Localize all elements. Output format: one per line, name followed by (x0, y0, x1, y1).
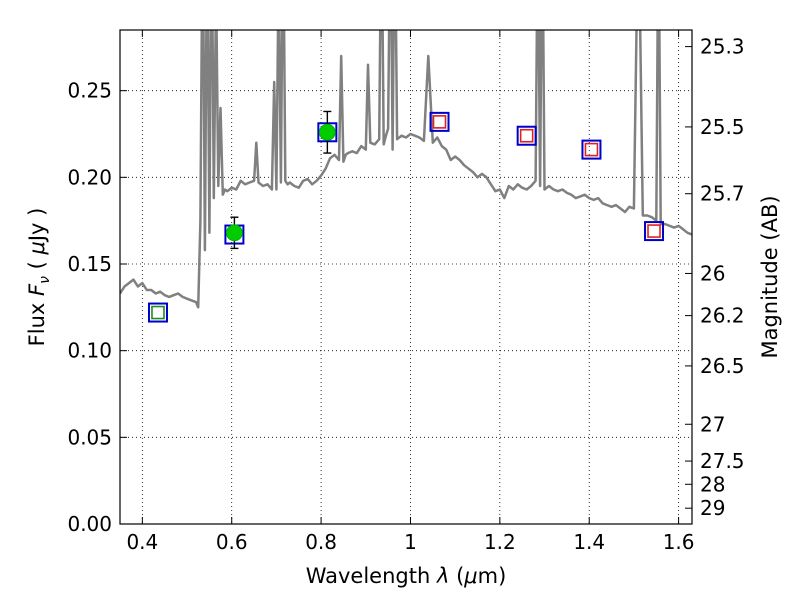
mag-tick-label: 27.5 (700, 449, 745, 473)
mag-tick-label: 28 (700, 472, 725, 496)
model-flux-square (429, 111, 450, 132)
observed-point (225, 224, 243, 242)
model-flux-square (147, 302, 168, 323)
y-tick-label: 0.10 (67, 339, 112, 363)
x-tick-label: 1 (404, 530, 417, 554)
y-tick-label: 0.20 (67, 165, 112, 189)
plot-frame (119, 29, 693, 525)
model-flux-square (516, 125, 537, 146)
inner-square-marker (432, 115, 447, 129)
x-tick-label: 0.6 (216, 530, 248, 554)
model-flux-square (581, 139, 602, 160)
x-tick-label: 1.2 (484, 530, 516, 554)
y-tick-label: 0.05 (67, 425, 112, 449)
spectrum-line (120, 30, 692, 309)
mag-tick-label: 26 (700, 261, 725, 285)
inner-square-marker (584, 142, 599, 157)
inner-square-marker (647, 224, 661, 238)
spectrum-layer (120, 30, 692, 309)
x-axis-label: Wavelength λ (μm) (306, 564, 507, 588)
y-tick-label: 0.25 (67, 79, 112, 103)
inner-square-marker (519, 128, 534, 143)
model-flux-square (644, 221, 665, 242)
x-tick-label: 0.4 (126, 530, 158, 554)
ticks: 0.4 0.6 0.8 1 1.2 1.4 1.6 0.00 0.05 0.10 0.15 0.20 0… (67, 30, 745, 554)
observed-point (318, 123, 336, 141)
x-tick-label: 0.8 (305, 530, 337, 554)
mag-tick-label: 25.7 (700, 182, 745, 206)
right-axis-label: Magnitude (AB) (758, 195, 782, 358)
y-tick-label: 0.00 (67, 512, 112, 536)
mag-tick-label: 26.2 (700, 304, 745, 328)
mag-tick-label: 25.5 (700, 115, 745, 139)
mag-tick-label: 26.5 (700, 354, 745, 378)
mag-tick-label: 29 (700, 496, 725, 520)
x-tick-label: 1.6 (663, 530, 695, 554)
y-axis-label: Flux Fν ( μJy ) (25, 208, 53, 347)
inner-square-marker (151, 305, 165, 320)
y-tick-label: 0.15 (67, 252, 112, 276)
x-tick-label: 1.4 (573, 530, 605, 554)
markers (147, 110, 665, 323)
grid (120, 30, 692, 524)
mag-tick-label: 25.3 (700, 35, 745, 59)
mag-tick-label: 27 (700, 412, 725, 436)
